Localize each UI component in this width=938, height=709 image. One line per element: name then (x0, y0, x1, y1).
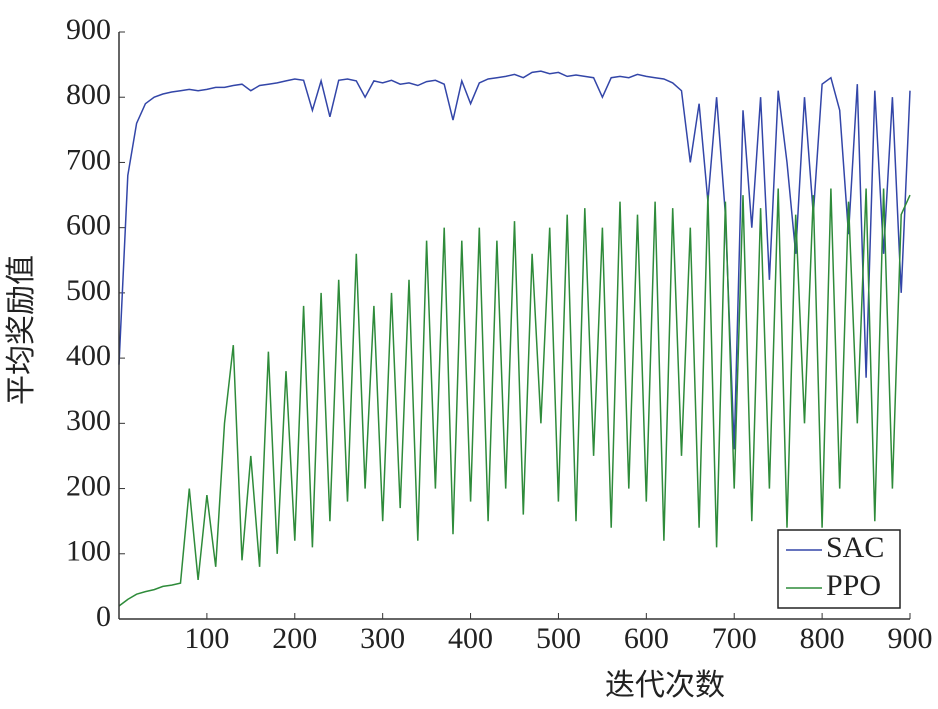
y-tick-label: 0 (96, 600, 111, 633)
x-tick-label: 100 (184, 622, 229, 655)
y-tick-label: 200 (66, 469, 111, 502)
x-tick-label: 500 (536, 622, 581, 655)
x-tick-label: 200 (272, 622, 317, 655)
series-line (118, 70, 911, 450)
x-tick-label: 700 (712, 622, 757, 655)
y-tick-label: 600 (66, 209, 111, 242)
x-tick-label: 400 (448, 622, 493, 655)
y-tick-label: 700 (66, 143, 111, 176)
y-axis-label: 平均奖励值 (5, 255, 38, 405)
y-tick-label: 400 (66, 339, 111, 372)
y-tick-label: 500 (66, 274, 111, 307)
x-tick-label: 800 (800, 622, 845, 655)
x-axis-label: 迭代次数 (605, 669, 725, 702)
series-line (118, 188, 911, 607)
y-tick-label: 800 (66, 78, 111, 111)
y-tick-label: 900 (66, 13, 111, 46)
legend-box (777, 529, 901, 609)
y-tick-label: 300 (66, 404, 111, 437)
x-tick-label: 300 (360, 622, 405, 655)
x-tick-label: 600 (624, 622, 669, 655)
legend-label: PPO (826, 569, 881, 602)
y-tick-label: 100 (66, 535, 111, 568)
x-tick-label: 900 (888, 622, 933, 655)
legend-label: SAC (826, 531, 884, 564)
